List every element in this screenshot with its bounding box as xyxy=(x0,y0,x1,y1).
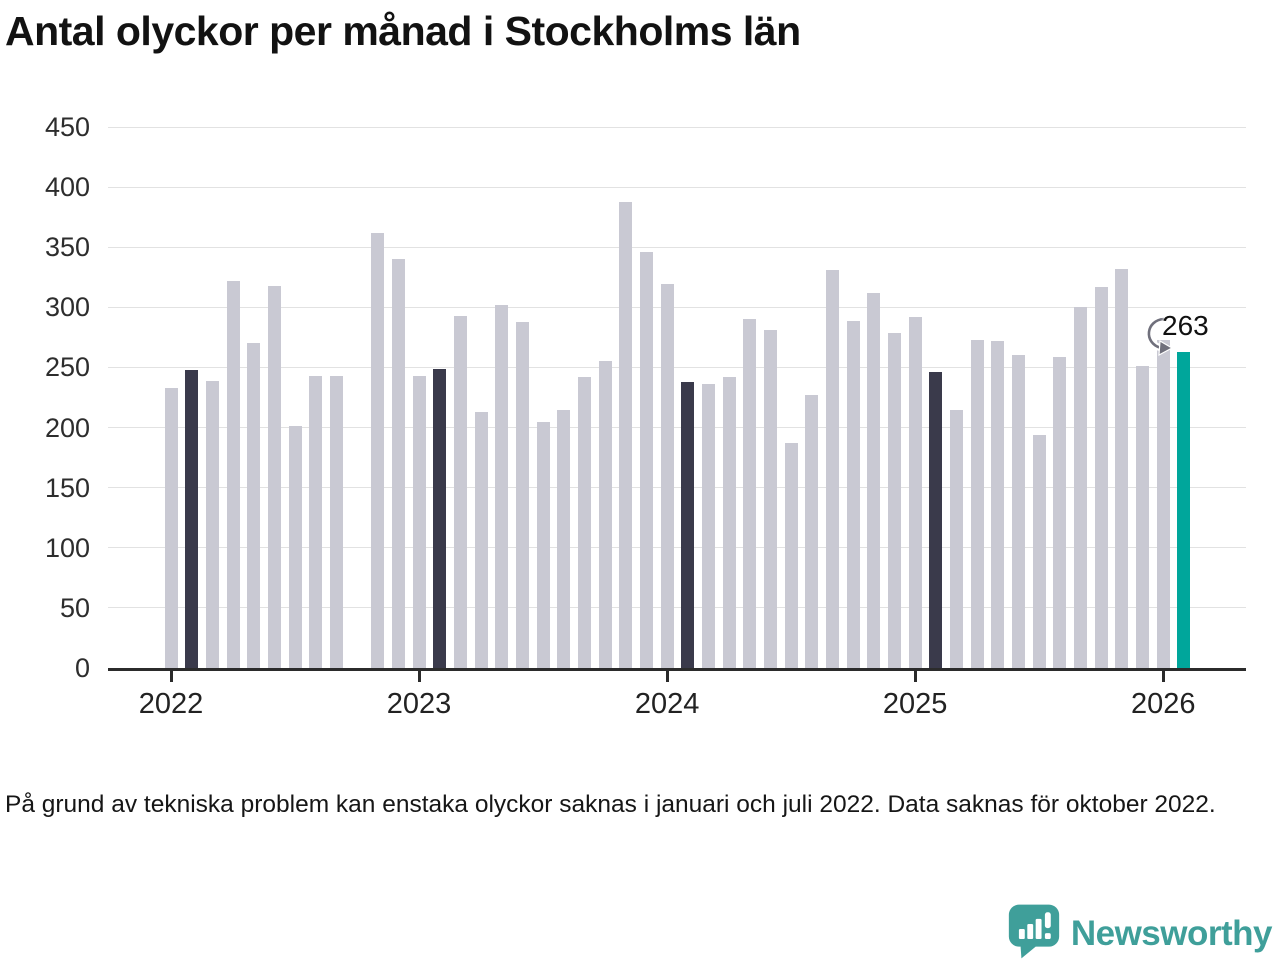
x-axis-line xyxy=(108,668,1246,671)
x-tick-label: 2026 xyxy=(1130,688,1196,720)
bar-2025-01 xyxy=(908,316,922,668)
x-tick-label: 2022 xyxy=(138,688,204,720)
bar-2022-09 xyxy=(329,375,343,668)
bar-2022-02 xyxy=(185,369,199,668)
bar-2024-07 xyxy=(784,443,798,668)
bar-2023-08 xyxy=(557,409,571,668)
bar-2022-08 xyxy=(309,375,323,668)
x-tick-label: 2023 xyxy=(386,688,452,720)
bar-2023-12 xyxy=(639,252,653,668)
newsworthy-wordmark: Newsworthy xyxy=(1070,914,1273,953)
bar-2023-06 xyxy=(515,321,529,668)
gridline xyxy=(108,487,1246,489)
y-tick-label: 300 xyxy=(44,292,90,323)
gridline xyxy=(108,306,1246,308)
bar-2026-02 xyxy=(1177,351,1191,668)
bar-2024-11 xyxy=(867,292,881,668)
x-tick-mark xyxy=(169,671,173,682)
x-tick-mark xyxy=(417,671,421,682)
bar-2022-11 xyxy=(371,232,385,668)
bar-2024-05 xyxy=(743,319,757,668)
bar-2023-11 xyxy=(619,201,633,668)
footnote-text: På grund av tekniska problem kan enstaka… xyxy=(5,791,1216,818)
bar-2024-09 xyxy=(826,270,839,668)
bar-2023-07 xyxy=(536,421,550,668)
y-tick-label: 50 xyxy=(59,592,90,623)
x-tick-label: 2024 xyxy=(634,688,700,720)
y-tick-label: 400 xyxy=(44,172,90,203)
x-tick-label: 2025 xyxy=(882,688,948,720)
bar-2023-04 xyxy=(474,411,488,668)
y-tick-label: 450 xyxy=(44,112,90,142)
bar-2025-04 xyxy=(970,339,984,668)
gridline xyxy=(108,246,1246,248)
bar-2025-03 xyxy=(950,409,964,668)
bar-2023-05 xyxy=(495,304,509,668)
gridline xyxy=(108,186,1246,188)
bar-2026-01 xyxy=(1156,339,1170,668)
bar-2025-11 xyxy=(1115,268,1129,668)
bar-2023-03 xyxy=(453,315,467,668)
bar-2025-08 xyxy=(1053,356,1067,668)
annotation-arrow-icon xyxy=(1132,310,1192,367)
gridline xyxy=(108,607,1246,609)
bar-2024-02 xyxy=(681,381,695,668)
bar-2025-10 xyxy=(1094,286,1108,668)
y-tick-label: 100 xyxy=(44,532,90,563)
bar-2024-10 xyxy=(846,320,860,668)
bar-2022-04 xyxy=(226,280,240,668)
y-tick-label: 350 xyxy=(44,232,90,263)
bar-2025-02 xyxy=(929,372,943,668)
y-tick-label: 250 xyxy=(44,352,90,383)
bar-2022-12 xyxy=(391,259,405,668)
bar-2024-08 xyxy=(805,395,819,668)
gridline xyxy=(108,427,1246,429)
bar-2024-01 xyxy=(660,284,674,668)
bar-2024-06 xyxy=(763,330,777,668)
bar-2024-03 xyxy=(701,384,715,668)
bar-2023-10 xyxy=(598,361,612,668)
bar-2025-05 xyxy=(991,340,1005,668)
y-tick-label: 150 xyxy=(44,472,90,503)
x-tick-mark xyxy=(913,671,917,682)
gridline xyxy=(108,547,1246,549)
bar-2023-01 xyxy=(412,375,426,668)
bar-2025-09 xyxy=(1074,307,1088,668)
bar-2025-12 xyxy=(1136,366,1150,668)
gridline xyxy=(108,366,1246,368)
bar-2023-02 xyxy=(433,368,447,668)
bar-2022-07 xyxy=(288,426,302,668)
x-tick-mark xyxy=(1161,671,1165,682)
bar-2024-12 xyxy=(888,332,902,668)
gridline xyxy=(108,126,1246,128)
bar-2025-07 xyxy=(1032,434,1046,668)
y-tick-label: 0 xyxy=(74,653,90,683)
newsworthy-logo: Newsworthy xyxy=(1007,903,1273,960)
x-tick-mark xyxy=(665,671,669,682)
chart-title: Antal olyckor per månad i Stockholms län xyxy=(5,8,801,54)
bar-2024-04 xyxy=(722,377,736,668)
bar-2025-06 xyxy=(1012,355,1026,668)
newsworthy-logo-icon xyxy=(1007,903,1061,960)
bar-2023-09 xyxy=(577,377,591,668)
bar-2022-01 xyxy=(164,387,178,668)
y-tick-label: 200 xyxy=(44,412,90,443)
latest-value-label: 263 xyxy=(1162,310,1209,341)
bar-2022-06 xyxy=(267,285,281,668)
bar-2022-05 xyxy=(247,343,261,668)
bar-2022-03 xyxy=(205,380,219,668)
